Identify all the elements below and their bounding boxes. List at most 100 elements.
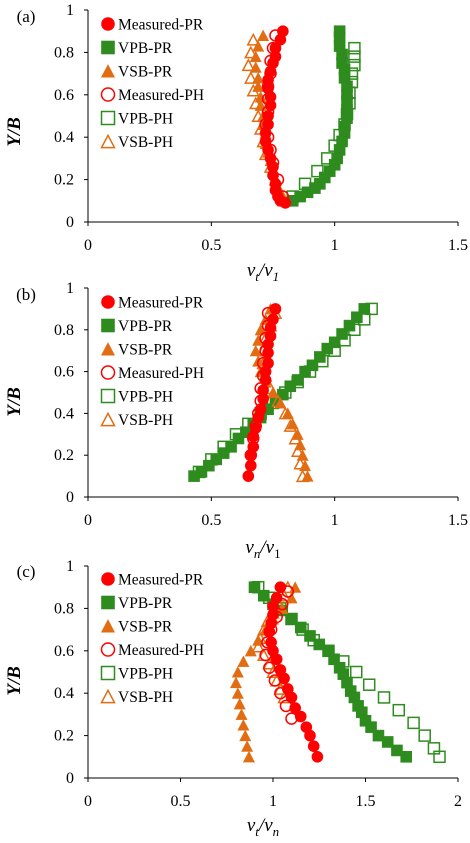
x-tick-label: 1 (331, 237, 339, 254)
y-tick-label: 1 (66, 558, 74, 575)
legend-label: VSB-PH (118, 689, 173, 706)
y-tick-label: 1 (66, 2, 74, 19)
data-point (293, 456, 307, 470)
legend-label: Measured-PH (118, 87, 204, 104)
legend-marker (101, 619, 115, 633)
x-axis-label: vt/v1 (247, 260, 279, 284)
x-tick-label: 1.5 (448, 512, 468, 529)
data-point (289, 702, 302, 714)
chart-panel-1: 0 0.2 0.4 0.6 0.8 1 0 0.5 1 1.5 (a) Y/B vt/v1 Measure… (4, 2, 468, 284)
x-tick-label: 1 (269, 793, 277, 810)
data-point (284, 380, 297, 393)
y-tick-label: 0.4 (54, 405, 74, 422)
data-point (381, 736, 394, 748)
legend-marker (101, 17, 115, 31)
data-point (257, 589, 270, 602)
data-point (391, 744, 403, 757)
data-point (248, 581, 261, 594)
x-axis-label: vn/v1 (245, 537, 280, 561)
data-point (362, 678, 376, 691)
data-point (304, 630, 316, 642)
data-point (231, 687, 244, 699)
data-point (321, 342, 334, 355)
data-point (407, 716, 420, 730)
data-point (348, 41, 361, 55)
legend-label: VPB-PH (118, 111, 173, 128)
legend-label: VSB-PR (118, 619, 173, 636)
x-tick-label: 0.5 (171, 793, 191, 810)
series-measured-pr (242, 303, 282, 482)
data-point (291, 428, 304, 440)
legend: Measured-PR VPB-PR VSB-PR Measured-PH VPB-PH… (100, 572, 204, 706)
legend-label: VSB-PR (118, 64, 173, 81)
data-point (418, 729, 431, 742)
data-point (252, 80, 265, 92)
data-point (251, 639, 265, 653)
data-point (246, 32, 261, 46)
legend-label: Measured-PR (118, 295, 204, 312)
panel-label: (b) (16, 285, 36, 304)
data-point (244, 644, 257, 657)
data-point (277, 388, 289, 401)
data-point (203, 459, 215, 472)
data-point (343, 319, 356, 332)
data-point (248, 96, 263, 110)
data-point (237, 719, 250, 731)
data-point (269, 303, 282, 315)
legend-label: VPB-PR (118, 318, 173, 335)
data-point (237, 655, 250, 667)
data-point (372, 729, 385, 742)
y-tick-label: 0.8 (54, 322, 74, 339)
x-tick-label: 2 (454, 793, 462, 810)
y-tick-label: 0.2 (54, 447, 74, 464)
data-point (348, 58, 361, 72)
legend-label: Measured-PR (118, 572, 204, 589)
data-point (232, 432, 245, 445)
series-vpb-pr (286, 25, 353, 207)
x-tick-label: 1.5 (356, 793, 376, 810)
data-point (311, 750, 324, 763)
chart-panel-2: 0 0.2 0.4 0.6 0.8 1 0 0.5 1 1.5 (b) Y/B vn/v1 Measure… (4, 280, 468, 561)
y-tick-label: 1 (66, 280, 74, 297)
data-point (348, 50, 361, 63)
data-point (231, 666, 244, 678)
data-point (301, 470, 314, 482)
data-point (274, 581, 287, 594)
data-point (245, 449, 257, 462)
data-point (299, 459, 312, 472)
data-point (233, 697, 246, 710)
legend-marker (101, 318, 115, 333)
data-point (290, 444, 305, 457)
x-tick-label: 0.5 (201, 237, 221, 254)
y-tick-label: 0 (66, 214, 74, 231)
data-point (244, 71, 258, 84)
legend: Measured-PR VPB-PR VSB-PR Measured-PH VPB-PH… (100, 295, 204, 429)
y-tick-label: 0.6 (54, 87, 74, 104)
data-point (241, 58, 256, 72)
data-point (252, 411, 265, 424)
data-point (244, 45, 258, 59)
data-point (249, 50, 262, 63)
data-point (299, 365, 311, 378)
legend-label: VPB-PR (118, 40, 173, 57)
data-point (304, 729, 316, 742)
legend-marker (100, 133, 116, 149)
panel-label: (c) (17, 562, 36, 581)
y-tick-label: 0.6 (54, 364, 74, 381)
y-axis-label: Y/B (4, 387, 25, 417)
data-point (306, 359, 319, 372)
data-point (252, 40, 265, 52)
data-point (286, 417, 299, 430)
data-point (392, 703, 406, 717)
legend-marker (100, 642, 116, 657)
data-point (328, 336, 341, 349)
data-point (294, 621, 307, 634)
data-point (247, 430, 260, 443)
data-point (291, 374, 304, 386)
data-point (296, 449, 309, 461)
legend-marker (101, 295, 115, 309)
legend-label: VSB-PH (118, 412, 173, 429)
data-point (311, 164, 324, 178)
data-point (278, 672, 290, 685)
